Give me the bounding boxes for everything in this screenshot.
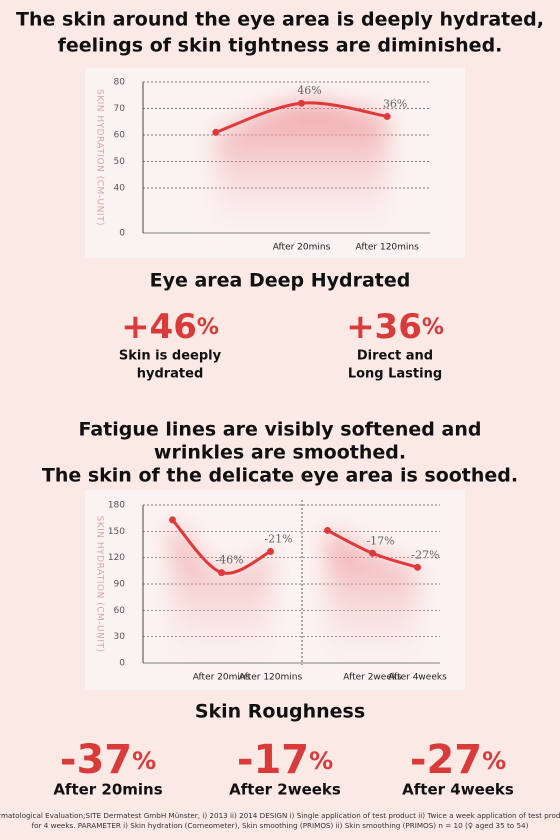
section-subtitle: Skin Roughness [195, 701, 365, 723]
y-tick-label: 50 [114, 157, 126, 167]
y-tick-label: 60 [114, 131, 126, 141]
stat-label: Long Lasting [348, 367, 442, 382]
stat-value: +46% [121, 307, 219, 347]
glow [172, 519, 271, 663]
annotation: 46% [297, 84, 321, 97]
y-tick-label: 0 [119, 659, 125, 669]
y-tick-label: 0 [119, 229, 125, 239]
x-tick-label: After 4weeks [388, 673, 447, 683]
point [369, 549, 376, 557]
y-tick-label: 30 [114, 632, 126, 642]
y-tick-label: 90 [114, 580, 126, 590]
section-title: The skin of the delicate eye area is soo… [42, 465, 518, 487]
title: The skin around the eye area is deeply h… [16, 9, 544, 31]
stat-value: -17% [237, 737, 333, 783]
stat-value: +36% [346, 307, 444, 347]
stat-label: Direct and [357, 349, 433, 364]
section-title: Fatigue lines are visibly softened and [79, 419, 482, 441]
x-tick-label: After 20mins [273, 243, 331, 253]
point [383, 112, 391, 120]
stat-value: -37% [60, 737, 156, 783]
x-tick-label: After 20mins [193, 673, 251, 683]
section-title: Eye area Deep Hydrated [150, 270, 411, 292]
x-tick-label: After 120mins [239, 673, 303, 683]
x-tick-label: After 120mins [356, 243, 420, 253]
point [212, 128, 220, 136]
section-title: wrinkles are smoothed. [154, 442, 406, 464]
annotation: -46% [215, 554, 243, 567]
glow [215, 102, 388, 233]
point [324, 526, 331, 534]
y-tick-label: 120 [108, 553, 125, 563]
stat-label: After 2weeks [229, 781, 341, 799]
point [169, 516, 176, 524]
annotation: -27% [411, 548, 439, 561]
footnote: for 4 weeks. PARAMETER i) Skin hydration… [32, 821, 529, 830]
glow [327, 530, 418, 663]
y-tick-label: 40 [114, 184, 126, 194]
point [414, 563, 421, 571]
y-tick-label: 80 [114, 78, 126, 88]
y-tick-label: 70 [114, 104, 126, 114]
y-tick-label: 180 [108, 501, 125, 511]
annotation: -21% [264, 533, 292, 546]
point [298, 99, 305, 107]
stat-label: Skin is deeply [119, 349, 222, 364]
stat-value: -27% [410, 737, 506, 783]
stat-label: After 20mins [53, 781, 162, 799]
point [218, 569, 225, 577]
title: feelings of skin tightness are diminishe… [58, 35, 503, 57]
annotation: 36% [383, 97, 407, 110]
y-tick-label: 60 [114, 606, 126, 616]
stat-label: hydrated [137, 367, 204, 382]
y-axis-label: SKIN HYDRATION (CM-UNIT) [95, 89, 105, 226]
footnote: Dermatological Evaluation;SITE Dermatest… [0, 811, 560, 820]
point [267, 548, 274, 556]
stat-label: After 4weeks [402, 781, 514, 799]
annotation: -17% [366, 534, 394, 547]
y-axis-label: SKIN HYDRATION (CM-UNIT) [95, 515, 105, 652]
x-tick-label: After 2weeks [343, 673, 402, 683]
y-tick-label: 150 [108, 527, 125, 537]
